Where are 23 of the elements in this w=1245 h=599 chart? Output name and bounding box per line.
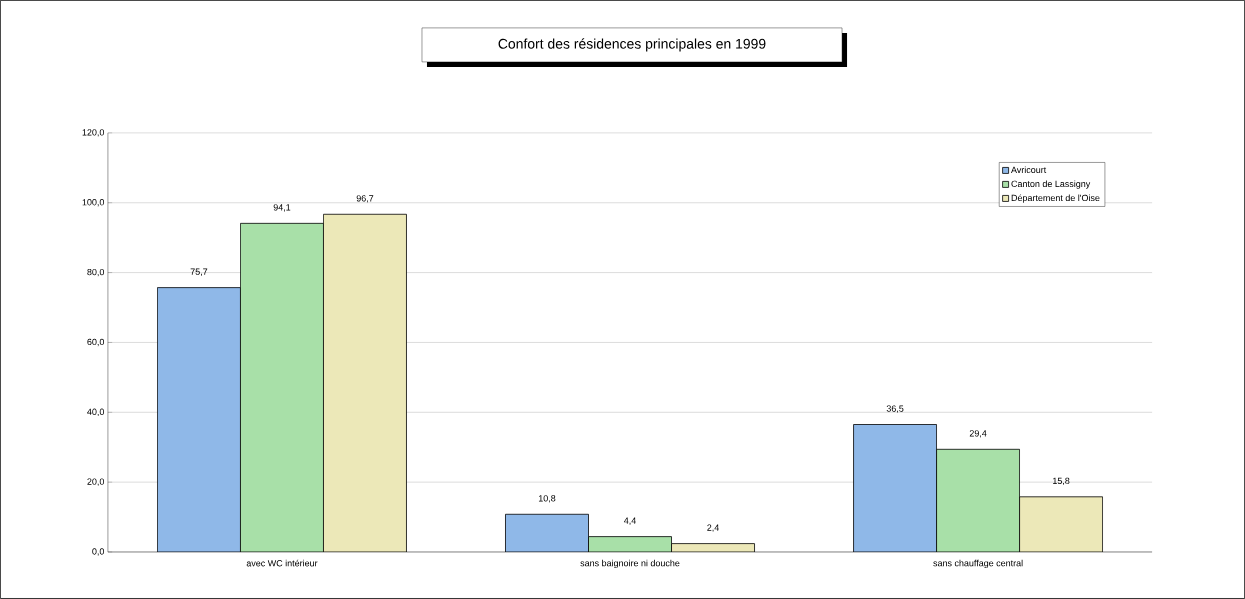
data-label: 15,8 — [1053, 477, 1070, 486]
x-tick-label: sans baignoire ni douche — [580, 559, 680, 569]
x-tick-label: sans chauffage central — [933, 559, 1023, 569]
data-label: 4,4 — [623, 517, 636, 525]
data-label: 36,5 — [886, 405, 904, 413]
y-tick-label: 100,0 — [82, 199, 105, 207]
x-tick-label: avec WC intérieur — [246, 559, 318, 567]
data-label: 10,8 — [538, 495, 556, 503]
legend-label: Canton de Lassigny — [1011, 180, 1091, 189]
legend-label: Avricourt — [1011, 166, 1047, 174]
y-tick-label: 120,0 — [82, 129, 105, 137]
data-label: 96,7 — [356, 195, 374, 203]
legend-label: Département de l'Oise — [1011, 194, 1100, 203]
y-tick-label: 80,0 — [87, 268, 105, 277]
y-tick-label: 60,0 — [87, 338, 105, 347]
y-tick-label: 0,0 — [92, 548, 105, 556]
y-tick-label: 40,0 — [87, 408, 105, 417]
y-tick-label: 20,0 — [87, 478, 105, 486]
data-label: 2,4 — [707, 524, 719, 532]
data-label: 94,1 — [273, 204, 291, 212]
chart-title: Confort des résidences principales en 1999 — [498, 38, 766, 52]
data-label: 75,7 — [190, 268, 208, 276]
data-label: 29,4 — [969, 430, 987, 438]
